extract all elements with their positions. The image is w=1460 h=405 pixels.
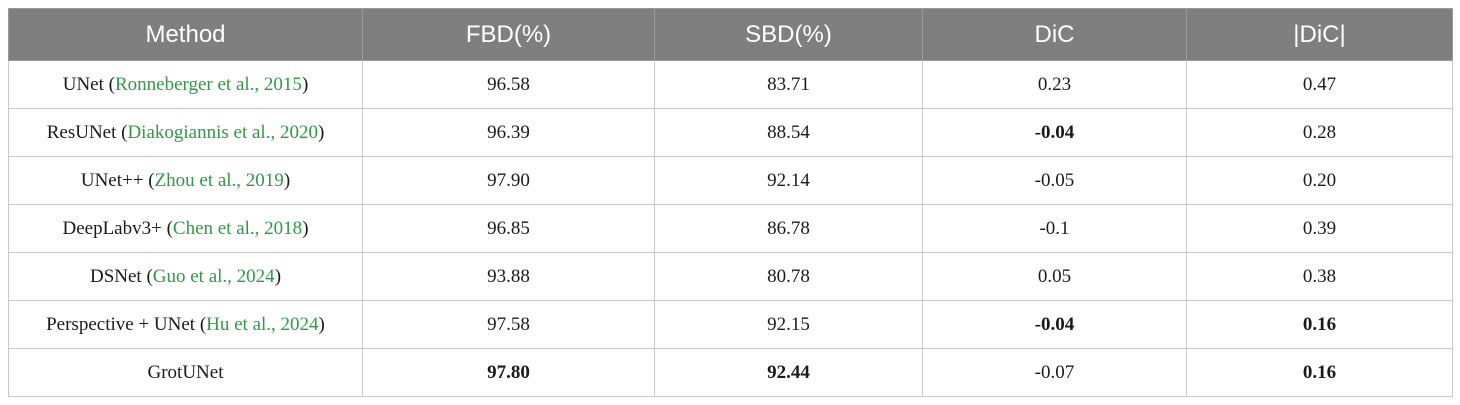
fbd-cell: 97.80 — [362, 348, 655, 397]
table-header: Method FBD(%) SBD(%) DiC |DiC| — [8, 8, 1453, 61]
citation-link[interactable]: Ronneberger et al., 2015 — [114, 73, 302, 95]
citation-link[interactable]: Diakogiannis et al., 2020 — [127, 121, 318, 143]
column-header-abs-dic: |DiC| — [1186, 8, 1453, 61]
method-name: ResUNet — [46, 121, 117, 143]
sbd-cell: 86.78 — [654, 204, 923, 253]
abs-dic-cell: 0.47 — [1186, 60, 1453, 109]
dic-cell: 0.23 — [922, 60, 1187, 109]
method-name: UNet++ — [80, 169, 144, 191]
table-row: GrotUNet 97.80 92.44 -0.07 0.16 — [8, 348, 1453, 397]
citation-link[interactable]: Chen et al., 2018 — [172, 217, 303, 239]
dic-cell: -0.04 — [922, 300, 1187, 349]
sbd-cell: 92.14 — [654, 156, 923, 205]
abs-dic-cell: 0.38 — [1186, 252, 1453, 301]
citation-link[interactable]: Zhou et al., 2019 — [154, 169, 284, 191]
method-cell: UNet++ (Zhou et al., 2019) — [8, 156, 363, 205]
column-header-dic: DiC — [922, 8, 1187, 61]
dic-cell: -0.05 — [922, 156, 1187, 205]
table-row: DeepLabv3+ (Chen et al., 2018) 96.85 86.78… — [8, 204, 1453, 253]
abs-dic-cell: 0.16 — [1186, 348, 1453, 397]
table-row: UNet (Ronneberger et al., 2015) 96.58 83.7… — [8, 60, 1453, 109]
sbd-cell: 83.71 — [654, 60, 923, 109]
dic-cell: 0.05 — [922, 252, 1187, 301]
fbd-cell: 96.85 — [362, 204, 655, 253]
fbd-cell: 97.90 — [362, 156, 655, 205]
method-cell: UNet (Ronneberger et al., 2015) — [8, 60, 363, 109]
abs-dic-cell: 0.16 — [1186, 300, 1453, 349]
fbd-cell: 97.58 — [362, 300, 655, 349]
citation-link[interactable]: Hu et al., 2024 — [206, 313, 319, 335]
column-header-sbd: SBD(%) — [654, 8, 923, 61]
method-cell: Perspective + UNet (Hu et al., 2024) — [8, 300, 363, 349]
results-table: Method FBD(%) SBD(%) DiC |DiC| UNet (Ron… — [8, 8, 1453, 397]
column-header-method: Method — [8, 8, 363, 61]
abs-dic-cell: 0.20 — [1186, 156, 1453, 205]
method-name: GrotUNet — [147, 361, 224, 383]
method-name: UNet — [62, 73, 104, 95]
method-cell: DeepLabv3+ (Chen et al., 2018) — [8, 204, 363, 253]
method-name: DSNet — [89, 265, 142, 287]
table-row: DSNet (Guo et al., 2024) 93.88 80.78 0.05 0.… — [8, 252, 1453, 301]
table-row: UNet++ (Zhou et al., 2019) 97.90 92.14 -0.0… — [8, 156, 1453, 205]
dic-cell: -0.04 — [922, 108, 1187, 157]
fbd-cell: 93.88 — [362, 252, 655, 301]
fbd-cell: 96.39 — [362, 108, 655, 157]
abs-dic-cell: 0.39 — [1186, 204, 1453, 253]
fbd-cell: 96.58 — [362, 60, 655, 109]
method-cell: GrotUNet — [8, 348, 363, 397]
sbd-cell: 92.15 — [654, 300, 923, 349]
header-row: Method FBD(%) SBD(%) DiC |DiC| — [8, 8, 1453, 61]
method-name: DeepLabv3+ — [62, 217, 162, 239]
method-cell: DSNet (Guo et al., 2024) — [8, 252, 363, 301]
column-header-fbd: FBD(%) — [362, 8, 655, 61]
dic-cell: -0.07 — [922, 348, 1187, 397]
table-row: ResUNet (Diakogiannis et al., 2020) 96.39… — [8, 108, 1453, 157]
dic-cell: -0.1 — [922, 204, 1187, 253]
method-cell: ResUNet (Diakogiannis et al., 2020) — [8, 108, 363, 157]
table-row: Perspective + UNet (Hu et al., 2024) 97.5… — [8, 300, 1453, 349]
sbd-cell: 92.44 — [654, 348, 923, 397]
results-table-container: Method FBD(%) SBD(%) DiC |DiC| UNet (Ron… — [8, 8, 1453, 397]
sbd-cell: 80.78 — [654, 252, 923, 301]
table-body: UNet (Ronneberger et al., 2015) 96.58 83.7… — [8, 60, 1453, 397]
sbd-cell: 88.54 — [654, 108, 923, 157]
citation-link[interactable]: Guo et al., 2024 — [152, 265, 275, 287]
method-name: Perspective + UNet — [46, 313, 196, 335]
abs-dic-cell: 0.28 — [1186, 108, 1453, 157]
